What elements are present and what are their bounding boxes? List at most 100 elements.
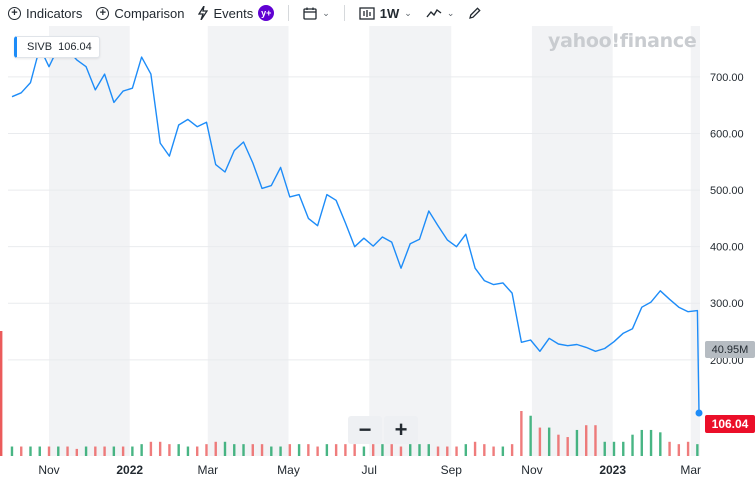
volume-bar [501, 446, 505, 456]
candle-interval-icon [359, 6, 375, 20]
volume-bar [492, 446, 495, 456]
volume-bar [566, 437, 569, 456]
yahoo-finance-watermark: yahoo!finance [548, 30, 697, 52]
volume-bar [344, 444, 347, 456]
x-tick-label: Sep [441, 463, 463, 477]
volume-bar [205, 444, 208, 456]
toolbar-divider [343, 5, 345, 21]
volume-bar [57, 446, 60, 456]
y-tick-label: 400.00 [710, 242, 744, 254]
zoom-in-button[interactable]: + [384, 416, 418, 444]
shaded-band [690, 26, 700, 456]
volume-bar [47, 446, 51, 456]
volume-bar [149, 441, 153, 456]
volume-bar [103, 446, 106, 456]
volume-bar [20, 446, 23, 456]
volume-bar [538, 427, 542, 456]
price-line [11, 46, 700, 414]
volume-bar [177, 444, 180, 456]
volume-bar [75, 448, 79, 456]
symbol-price: 106.04 [58, 41, 92, 53]
chart-area[interactable]: 200.00 300.00 400.00 500.00 600.00 700.00 Nov… [0, 26, 756, 488]
y-tick-label: 700.00 [710, 72, 744, 84]
add-circle-icon: + [96, 6, 110, 20]
add-circle-icon: + [8, 6, 21, 20]
volume-bar [316, 446, 319, 456]
horizontal-gridlines [8, 76, 700, 361]
events-button[interactable]: Events y+ [198, 5, 275, 21]
volume-bar [677, 444, 681, 456]
volume-bar [325, 444, 329, 456]
draw-button[interactable] [468, 6, 482, 20]
volume-bar [140, 444, 143, 456]
volume-bar [529, 415, 532, 456]
x-tick-label: Nov [38, 463, 59, 477]
volume-bar [696, 444, 699, 456]
volume-bar [547, 427, 551, 456]
volume-bar [473, 441, 477, 456]
events-label: Events [213, 5, 254, 21]
volume-bar [121, 446, 125, 456]
volume-bar [242, 444, 245, 456]
volume-bar [631, 434, 634, 456]
comparison-button[interactable]: + Comparison [96, 6, 184, 21]
x-tick-label: 2022 [116, 463, 143, 477]
zoom-controls: − + [348, 416, 418, 444]
chart-type-button[interactable]: ⌄ [426, 7, 455, 19]
volume-bar [446, 446, 449, 456]
volume-bar [131, 446, 134, 456]
zoom-out-button[interactable]: − [348, 416, 382, 444]
volume-bar [260, 444, 264, 456]
volume-bar [223, 441, 227, 456]
shaded-band [369, 26, 452, 456]
volume-bar [436, 446, 440, 456]
x-axis: Nov 2022 Mar May Jul Sep Nov 2023 Mar [38, 463, 701, 477]
shaded-band [531, 26, 613, 456]
volume-bar [251, 444, 254, 456]
volume-bar [270, 446, 273, 456]
volume-bar [371, 444, 375, 456]
volume-bar [390, 444, 393, 456]
x-tick-label: Mar [197, 463, 218, 477]
volume-bar [640, 429, 643, 456]
indicators-button[interactable]: + Indicators [8, 6, 82, 21]
volume-bar [668, 441, 671, 456]
volume-bar [557, 434, 560, 456]
volume-bar [594, 425, 597, 456]
volume-bar [483, 444, 486, 456]
date-range-button[interactable]: ⌄ [303, 7, 330, 20]
shaded-month-bands [49, 26, 700, 456]
chevron-down-icon: ⌄ [446, 7, 455, 18]
y-tick-label: 600.00 [710, 129, 744, 141]
volume-bar [29, 446, 32, 456]
volume-bar [233, 444, 236, 456]
volume-bar [307, 444, 310, 456]
volume-bar [603, 441, 606, 456]
interval-button[interactable]: 1W ⌄ [359, 6, 412, 21]
line-chart-icon [426, 7, 442, 19]
volume-bar [510, 444, 514, 456]
interval-label: 1W [379, 5, 400, 21]
volume-bar [38, 446, 41, 456]
volume-bar [196, 446, 199, 456]
volume-bar [362, 446, 366, 456]
volume-bar [168, 444, 171, 456]
volume-bar [94, 446, 97, 456]
symbol-label[interactable]: SIVB 106.04 [14, 36, 100, 58]
chevron-down-icon: ⌄ [322, 7, 330, 18]
volume-bar [418, 444, 421, 456]
volume-bar [520, 411, 523, 456]
price-badge: 106.04 [705, 415, 755, 433]
chart-toolbar: + Indicators + Comparison Events y+ ⌄ 1W… [0, 0, 756, 26]
shaded-band [207, 26, 289, 456]
x-tick-label: Jul [362, 463, 377, 477]
volume-bar [686, 441, 690, 456]
shaded-band [49, 26, 130, 456]
volume-bar [612, 441, 616, 456]
volume-bar [297, 444, 301, 456]
toolbar-divider [288, 5, 290, 21]
volume-bar [158, 441, 162, 456]
lightning-icon [198, 6, 209, 20]
